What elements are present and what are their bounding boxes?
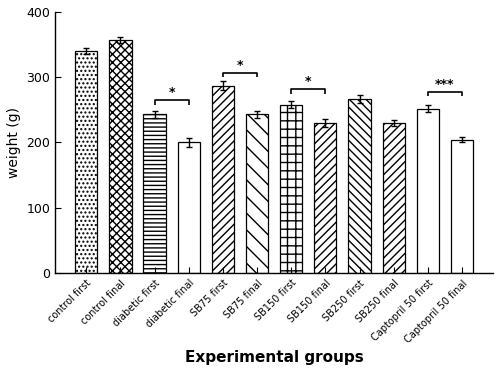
Bar xyxy=(348,99,370,273)
Bar xyxy=(382,123,405,273)
Bar xyxy=(451,140,473,273)
Text: *: * xyxy=(168,86,175,99)
Text: ***: *** xyxy=(435,78,454,91)
Bar xyxy=(314,123,336,273)
Bar xyxy=(246,115,268,273)
Bar xyxy=(178,142,200,273)
Y-axis label: weight (g): weight (g) xyxy=(7,107,21,178)
Text: *: * xyxy=(236,59,243,72)
Bar xyxy=(212,86,234,273)
Bar xyxy=(417,109,439,273)
Bar xyxy=(75,51,98,273)
X-axis label: Experimental groups: Experimental groups xyxy=(185,350,364,365)
Bar xyxy=(280,105,302,273)
Text: *: * xyxy=(305,75,312,88)
Bar xyxy=(110,40,132,273)
Bar xyxy=(144,115,166,273)
